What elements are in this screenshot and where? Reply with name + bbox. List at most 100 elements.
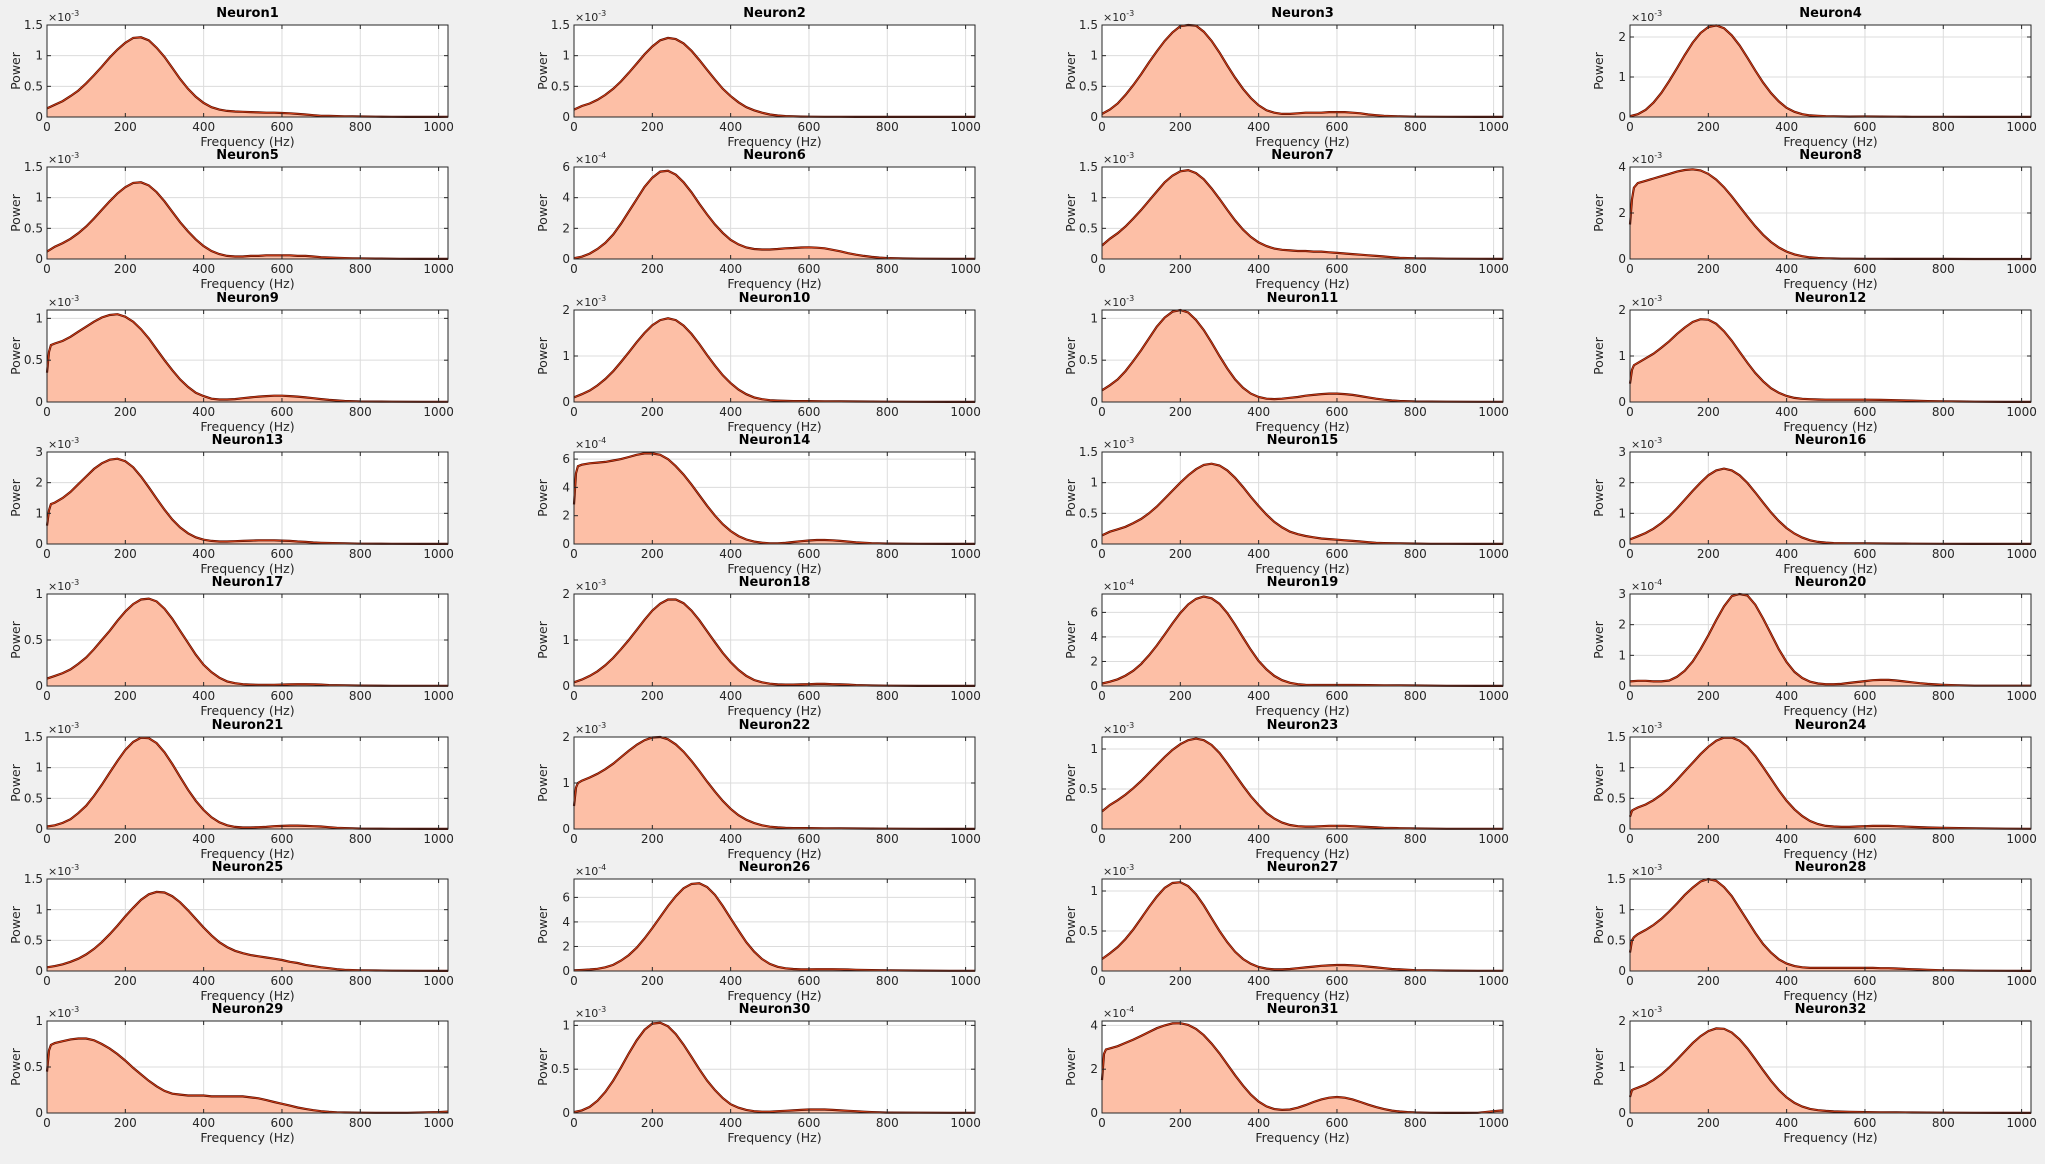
y-tick-label: 4 <box>1090 1018 1098 1032</box>
x-axis-label: Frequency (Hz) <box>727 419 821 434</box>
x-axis-label: Frequency (Hz) <box>1255 1130 1349 1145</box>
x-tick-label: 1000 <box>423 405 454 419</box>
spectrum-line-highlight <box>1101 309 1503 403</box>
x-axis-label: Frequency (Hz) <box>727 703 821 718</box>
y-exponent-power: -3 <box>1126 721 1134 730</box>
axes-frame <box>1101 309 1504 403</box>
x-tick-label: 800 <box>1404 405 1427 419</box>
axes-frame <box>46 24 449 118</box>
x-tick-label: 1000 <box>2006 974 2037 988</box>
y-exponent-label: ×10-3 <box>48 436 79 451</box>
y-tick-label: 1.5 <box>24 872 43 886</box>
x-tick-label: 400 <box>719 832 742 846</box>
subplot-title: Neuron2 <box>743 6 806 21</box>
axes-frame <box>573 166 976 260</box>
x-tick-label: 0 <box>1626 262 1634 276</box>
y-exponent-power: -3 <box>598 578 606 587</box>
y-exponent-power: -3 <box>71 436 79 445</box>
x-tick-label: 600 <box>798 262 821 276</box>
spectrum-area <box>1102 170 1503 259</box>
spectrum-area <box>47 37 448 117</box>
spectrum-line-highlight <box>1629 878 2032 972</box>
spectrum-area <box>574 170 975 259</box>
axes-frame <box>1629 878 2032 972</box>
y-tick-label: 0 <box>1090 1106 1098 1120</box>
x-tick-label: 1000 <box>950 832 981 846</box>
y-axis-label: Power <box>8 763 23 802</box>
axes-frame <box>573 878 976 972</box>
x-tick-label: 800 <box>1932 405 1955 419</box>
y-axis-label: Power <box>8 193 23 232</box>
x-tick-label: 200 <box>1169 832 1192 846</box>
spectrum-line-highlight <box>573 317 975 403</box>
x-tick-label: 800 <box>1404 120 1427 134</box>
x-tick-label: 200 <box>114 120 137 134</box>
x-tick-label: 400 <box>192 120 215 134</box>
x-axis-label: Frequency (Hz) <box>727 134 821 149</box>
x-tick-label: 0 <box>43 405 51 419</box>
y-tick-label: 1 <box>1618 648 1626 662</box>
spectrum-area <box>1630 737 2031 829</box>
x-tick-label: 0 <box>570 974 578 988</box>
x-tick-label: 200 <box>1697 547 1720 561</box>
x-axis-label: Frequency (Hz) <box>727 1130 821 1145</box>
y-exponent-power: -3 <box>598 9 606 18</box>
y-tick-label: 0 <box>1618 1106 1626 1120</box>
subplot-neuron31: 0 200 400 600 800 1000 0 2 4 ×10-4 Neuron31 Frequen… <box>1063 1002 1509 1145</box>
x-tick-label: 1000 <box>950 262 981 276</box>
spectrum-area <box>1630 468 2031 544</box>
x-tick-label: 600 <box>798 405 821 419</box>
y-tick-label: 1.5 <box>551 18 570 32</box>
subplot-title: Neuron1 <box>216 6 279 21</box>
x-tick-label: 800 <box>1932 974 1955 988</box>
subplot-title: Neuron18 <box>739 575 811 590</box>
axes-frame <box>46 309 449 403</box>
spectrum-area <box>574 883 975 971</box>
axes-frame <box>46 166 449 260</box>
subplot-title: Neuron4 <box>1799 6 1862 21</box>
spectrum-line-highlight <box>573 1022 975 1114</box>
spectrum-line-highlight <box>1629 318 2031 403</box>
y-exponent-label: ×10-3 <box>575 578 606 593</box>
x-tick-label: 800 <box>1404 689 1427 703</box>
subplot-neuron3: 0 200 400 600 800 1000 0 0.5 1 1.5 ×10-3 Neuron3 Fre… <box>1063 6 1509 149</box>
spectrum-area <box>574 1022 975 1113</box>
subplot-neuron7: 0 200 400 600 800 1000 0 0.5 1 1.5 ×10-3 Neuron7 Fre… <box>1063 148 1509 291</box>
x-tick-label: 600 <box>271 1116 294 1130</box>
axes-frame <box>573 1020 976 1114</box>
subplot-title: Neuron5 <box>216 148 279 163</box>
x-tick-label: 600 <box>271 689 294 703</box>
y-exponent-label: ×10-3 <box>575 721 606 736</box>
x-tick-label: 800 <box>876 547 899 561</box>
x-tick-label: 800 <box>876 262 899 276</box>
x-tick-label: 0 <box>1626 689 1634 703</box>
y-tick-label: 0.5 <box>1079 79 1098 93</box>
y-exponent-power: -4 <box>598 151 606 160</box>
x-axis-label: Frequency (Hz) <box>1255 134 1349 149</box>
y-tick-label: 0 <box>1618 252 1626 266</box>
y-exponent-power: -4 <box>598 863 606 872</box>
x-tick-label: 600 <box>1326 547 1349 561</box>
x-tick-label: 400 <box>719 974 742 988</box>
subplot-neuron15: 0 200 400 600 800 1000 0 0.5 1 1.5 ×10-3 Neuron15 Fr… <box>1063 433 1509 576</box>
y-tick-label: 4 <box>562 191 570 205</box>
spectrum-line-highlight <box>46 891 449 972</box>
y-tick-label: 0 <box>35 822 43 836</box>
x-tick-label: 1000 <box>2006 120 2037 134</box>
x-tick-label: 400 <box>1247 405 1270 419</box>
y-axis-label: Power <box>535 336 550 375</box>
spectrum-line-highlight <box>1101 738 1503 830</box>
y-tick-label: 2 <box>1618 30 1626 44</box>
y-tick-label: 1 <box>1618 506 1626 520</box>
x-axis-label: Frequency (Hz) <box>727 846 821 861</box>
y-axis-label: Power <box>535 1047 550 1086</box>
y-tick-label: 6 <box>1090 605 1098 619</box>
y-exponent-power: -3 <box>1654 9 1662 18</box>
y-exponent-power: -3 <box>1654 151 1662 160</box>
y-axis-label: Power <box>1063 478 1078 517</box>
x-axis-label: Frequency (Hz) <box>727 561 821 576</box>
spectrum-line-highlight <box>1629 1027 2031 1114</box>
x-tick-label: 600 <box>1326 120 1349 134</box>
x-tick-label: 0 <box>1098 1116 1106 1130</box>
x-tick-label: 200 <box>114 689 137 703</box>
